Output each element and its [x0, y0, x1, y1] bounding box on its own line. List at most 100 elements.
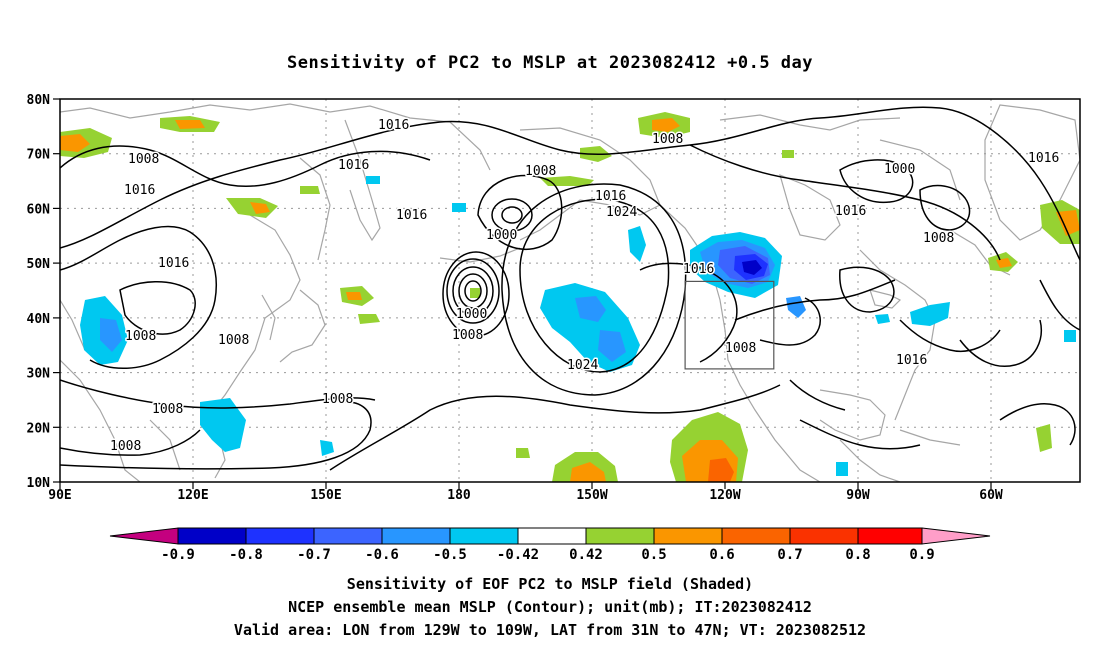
- negative-sensitivity-region: [910, 302, 950, 326]
- valid-area-box: [684, 280, 775, 370]
- lat-tick-label: 20N: [27, 421, 51, 436]
- contour-label: 1008: [452, 328, 483, 343]
- contour-label: 1008: [525, 164, 556, 179]
- contour-label: 1000: [456, 307, 487, 322]
- colorbar-segment: [381, 527, 451, 545]
- lat-tick-label: 40N: [27, 312, 51, 327]
- contour-label: 1016: [378, 118, 409, 133]
- negative-sensitivity-region: [742, 260, 762, 275]
- negative-sensitivity-region: [366, 176, 380, 184]
- colorbar-segment: [245, 527, 315, 545]
- contour-label-group: 1016 1008 1016 1008 1016 1008 1016 1024 …: [109, 117, 1061, 456]
- lon-tick-label: 60W: [979, 488, 1003, 503]
- positive-sensitivity-region: [175, 120, 205, 129]
- lon-tick-label: 150E: [310, 488, 341, 503]
- map-panel: 1016 1008 1016 1008 1016 1008 1016 1024 …: [27, 93, 1081, 503]
- positive-sensitivity-region: [516, 448, 530, 458]
- caption-line-3: Valid area: LON from 129W to 109W, LAT f…: [234, 621, 866, 639]
- contour-label: 1008: [923, 231, 954, 246]
- colorbar-label: 0.7: [777, 547, 802, 563]
- positive-sensitivity-region: [250, 202, 270, 214]
- colorbar-segment: [517, 527, 587, 545]
- lat-tick-label: 30N: [27, 367, 51, 382]
- tick-marks: [53, 98, 992, 489]
- negative-sensitivity-region: [628, 226, 646, 262]
- colorbar-segment: [313, 527, 383, 545]
- colorbar: -0.9 -0.8 -0.7 -0.6 -0.5 -0.42 0.42 0.5 …: [109, 527, 991, 563]
- lon-tick-label: 90W: [846, 488, 870, 503]
- colorbar-label: -0.7: [297, 547, 331, 563]
- contour-label: 1008: [128, 152, 159, 167]
- colorbar-label: -0.42: [497, 547, 539, 563]
- contour-label: 1024: [567, 358, 598, 373]
- colorbar-label: -0.8: [229, 547, 263, 563]
- negative-sensitivity-region: [452, 203, 466, 212]
- contour-label: 1016: [896, 353, 927, 368]
- contour-label: 1008: [152, 402, 183, 417]
- negative-sensitivity-region: [200, 398, 246, 452]
- colorbar-label: 0.5: [641, 547, 666, 563]
- latitude-labels: 80N 70N 60N 50N 40N 30N 20N 10N: [27, 93, 51, 491]
- contour-label: 1008: [322, 392, 353, 407]
- lat-tick-label: 70N: [27, 148, 51, 163]
- positive-sensitivity-region: [470, 288, 480, 298]
- colorbar-segment: [857, 527, 923, 545]
- positive-sensitivity-region: [358, 314, 380, 324]
- colorbar-right-triangle: [921, 527, 991, 545]
- colorbar-label: -0.6: [365, 547, 399, 563]
- negative-sensitivity-region: [598, 330, 626, 362]
- contour-label: 1008: [652, 132, 683, 147]
- lon-tick-label: 90E: [48, 488, 71, 503]
- colorbar-label: -0.9: [161, 547, 195, 563]
- lat-tick-label: 80N: [27, 93, 51, 108]
- lat-tick-label: 60N: [27, 202, 51, 217]
- sensitivity-shading: [60, 112, 1080, 482]
- positive-sensitivity-region: [782, 150, 794, 158]
- caption: Sensitivity of EOF PC2 to MSLP field (Sh…: [234, 575, 866, 639]
- lat-tick-label: 50N: [27, 257, 51, 272]
- negative-sensitivity-region: [575, 296, 606, 322]
- positive-sensitivity-region: [60, 134, 90, 152]
- lon-tick-label: 150W: [576, 488, 607, 503]
- colorbar-left-triangle: [109, 527, 179, 545]
- contour-label: 1024: [606, 205, 637, 220]
- positive-sensitivity-region: [1056, 210, 1080, 236]
- colorbar-segment: [721, 527, 791, 545]
- positive-sensitivity-region: [346, 292, 362, 300]
- caption-line-2: NCEP ensemble mean MSLP (Contour); unit(…: [288, 598, 812, 616]
- colorbar-segment: [789, 527, 859, 545]
- caption-line-1: Sensitivity of EOF PC2 to MSLP field (Sh…: [347, 575, 753, 593]
- positive-sensitivity-region: [570, 462, 606, 482]
- contour-label: 1000: [884, 162, 915, 177]
- colorbar-segment: [585, 527, 655, 545]
- contour-label: 1008: [725, 341, 756, 356]
- positive-sensitivity-region: [708, 458, 734, 482]
- contour-label: 1008: [110, 439, 141, 454]
- lat-tick-label: 10N: [27, 476, 51, 491]
- contour-label: 1016: [396, 208, 427, 223]
- positive-sensitivity-region: [300, 186, 320, 194]
- positive-sensitivity-region: [996, 258, 1012, 268]
- contour-label: 1016: [1028, 151, 1059, 166]
- negative-sensitivity-region: [320, 440, 334, 456]
- figure-title: Sensitivity of PC2 to MSLP at 2023082412…: [287, 53, 813, 73]
- lon-tick-label: 180: [447, 488, 471, 503]
- contour-label: 1016: [595, 189, 626, 204]
- lon-tick-label: 120E: [177, 488, 208, 503]
- map-frame: [59, 98, 1081, 483]
- colorbar-label: 0.42: [569, 547, 603, 563]
- lon-tick-label: 120W: [709, 488, 740, 503]
- negative-sensitivity-region: [836, 462, 848, 476]
- negative-sensitivity-region: [1064, 330, 1076, 342]
- contour-label: 1008: [125, 329, 156, 344]
- colorbar-label: 0.9: [909, 547, 934, 563]
- contour-label: 1016: [683, 262, 714, 277]
- negative-sensitivity-region: [875, 314, 890, 324]
- negative-sensitivity-region: [100, 318, 122, 352]
- contour-label: 1016: [124, 183, 155, 198]
- positive-sensitivity-region: [652, 118, 680, 132]
- colorbar-segment: [653, 527, 723, 545]
- positive-sensitivity-region: [1036, 424, 1052, 452]
- colorbar-label: 0.8: [845, 547, 870, 563]
- contour-label: 1016: [338, 158, 369, 173]
